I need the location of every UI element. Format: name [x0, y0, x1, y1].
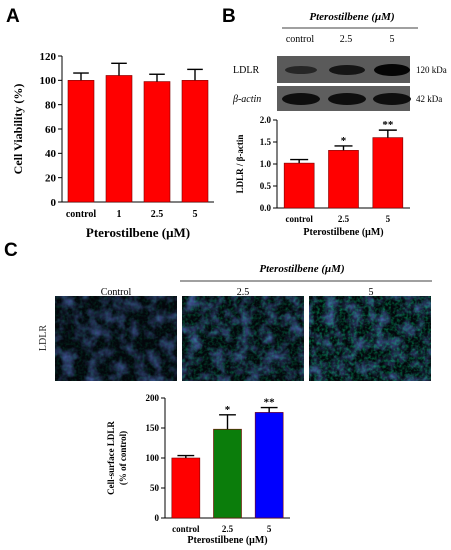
viability-ytick-label-40: 40 — [45, 148, 57, 160]
surface-ldlr-ytick-label-150: 150 — [146, 423, 160, 433]
ldlr-ratio-ytick-label-1-0: 1.0 — [260, 159, 272, 169]
viability-xtick-label-1: 1 — [117, 209, 122, 220]
viability-bar-2-5 — [143, 81, 171, 203]
ldlr-ratio-ytick-label-1-5: 1.5 — [260, 137, 272, 147]
ldlr-ratio-ytick-label-0-5: 0.5 — [260, 181, 272, 191]
viability-bar-5 — [181, 80, 209, 203]
blot-strip-actin — [277, 86, 411, 111]
micrograph-control — [55, 296, 177, 381]
ldlr-ratio-xtick-label-5: 5 — [386, 214, 391, 224]
surface-ldlr-ytick-label-200: 200 — [146, 393, 160, 403]
image-label-control: Control — [101, 287, 132, 298]
surface-ldlr-ylabel: Cell-surface LDLR — [106, 421, 116, 495]
ldlr-ratio-bar-control — [283, 162, 315, 209]
ldlr-ratio-xtick-label-2-5: 2.5 — [338, 214, 350, 224]
viability-xtick-label-control: control — [66, 209, 97, 220]
viability-xtick-label-2-5: 2.5 — [151, 209, 164, 220]
ldlr-ratio-xlabel: Pterostilbene (μM) — [303, 227, 383, 238]
viability-ylabel: Cell Viability (%) — [11, 84, 25, 175]
surface-ldlr-xtick-label-control: control — [172, 524, 200, 534]
viability-bar-1 — [105, 75, 133, 203]
panel-b-treatment-header: Pterostilbene (μM) — [309, 11, 394, 23]
surface-ldlr-ytick-label-50: 50 — [150, 483, 160, 493]
micrograph-2-5 — [182, 296, 304, 381]
ldlr-ratio-signif-2-5: * — [341, 135, 347, 147]
viability-ytick-label-20: 20 — [45, 173, 57, 185]
surface-ldlr-xtick-label-2-5: 2.5 — [222, 524, 234, 534]
viability-bar-control — [67, 80, 95, 203]
viability-ytick-label-80: 80 — [45, 100, 57, 112]
surface-ldlr-ytick-label-100: 100 — [146, 453, 160, 463]
surface-ldlr-ylabel-2: (% of control) — [118, 431, 128, 485]
viability-ytick-label-0: 0 — [51, 197, 57, 209]
ldlr-ratio-bar-5 — [372, 137, 404, 209]
surface-ldlr-bar-5 — [254, 412, 284, 519]
lane-label-2-5: 2.5 — [340, 34, 353, 45]
panel-c-treatment-header: Pterostilbene (μM) — [259, 263, 344, 275]
lane-label-5: 5 — [390, 34, 395, 45]
viability-ytick-label-120: 120 — [40, 51, 57, 63]
ldlr-ratio-xtick-label-control: control — [285, 214, 313, 224]
ldlr-ratio-ylabel: LDLR / β-actin — [235, 135, 245, 194]
blot-strip-ldlr — [277, 56, 410, 83]
ldlr-ratio-bar-2-5 — [328, 150, 359, 209]
image-label-2-5: 2.5 — [237, 287, 250, 298]
viability-ytick-label-100: 100 — [40, 75, 57, 87]
surface-ldlr-signif-5: ** — [264, 397, 276, 409]
surface-ldlr-bar-2-5 — [213, 428, 242, 519]
surface-ldlr-ytick-label-0: 0 — [155, 513, 160, 523]
ldlr-ratio-ytick-label-0-0: 0.0 — [260, 203, 272, 213]
blot-protein-actin: β-actin — [232, 94, 261, 105]
micrograph-5 — [309, 296, 431, 381]
panel-a-letter: A — [6, 6, 20, 27]
ldlr-ratio-signif-5: ** — [382, 119, 394, 131]
panel-b-letter: B — [222, 6, 236, 27]
viability-xtick-label-5: 5 — [193, 209, 198, 220]
blot-size-actin: 42 kDa — [416, 94, 442, 104]
viability-ytick-label-60: 60 — [45, 124, 57, 136]
blot-size-ldlr: 120 kDa — [416, 65, 447, 75]
surface-ldlr-xtick-label-5: 5 — [267, 524, 272, 534]
lane-label-control: control — [286, 34, 315, 45]
surface-ldlr-signif-2-5: * — [225, 404, 231, 416]
surface-ldlr-bar-control — [171, 457, 201, 519]
blot-protein-ldlr: LDLR — [233, 65, 259, 76]
micrograph-row-label: LDLR — [38, 325, 49, 351]
panel-c-letter: C — [4, 240, 18, 261]
viability-xlabel: Pterostilbene (μM) — [86, 225, 190, 240]
image-label-5: 5 — [369, 287, 374, 298]
ldlr-ratio-ytick-label-2-0: 2.0 — [260, 115, 272, 125]
surface-ldlr-xlabel: Pterostilbene (μM) — [187, 535, 267, 546]
